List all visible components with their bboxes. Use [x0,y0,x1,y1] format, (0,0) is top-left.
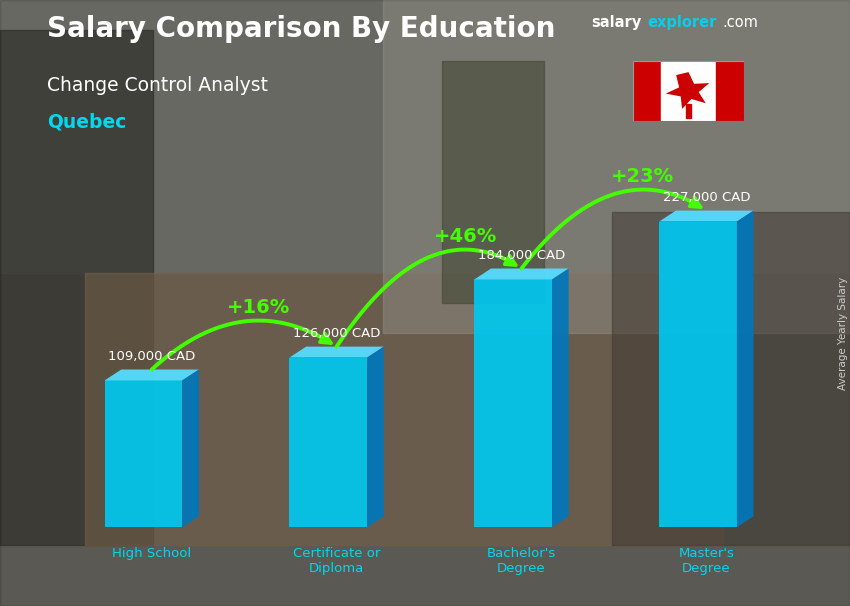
Text: Quebec: Quebec [47,112,126,131]
Text: +23%: +23% [611,167,674,186]
Text: +46%: +46% [434,227,497,246]
Bar [0,30,153,545]
Polygon shape [474,279,552,527]
Bar [442,61,544,303]
Polygon shape [105,370,199,381]
Text: 126,000 CAD: 126,000 CAD [293,327,380,340]
Text: Certificate or
Diploma: Certificate or Diploma [293,547,380,575]
Text: Average Yearly Salary: Average Yearly Salary [838,277,848,390]
Polygon shape [105,381,182,527]
Text: 109,000 CAD: 109,000 CAD [108,350,196,363]
Polygon shape [367,347,383,527]
Bar [85,273,722,545]
Bar [716,61,744,121]
Text: Bachelor's
Degree: Bachelor's Degree [487,547,556,575]
Text: Change Control Analyst: Change Control Analyst [47,76,268,95]
Text: +16%: +16% [227,298,291,317]
Text: High School: High School [112,547,191,560]
Polygon shape [474,268,569,279]
Bar [686,104,691,118]
Text: .com: .com [722,15,758,30]
Polygon shape [660,222,737,527]
Text: 227,000 CAD: 227,000 CAD [663,191,751,204]
Text: 184,000 CAD: 184,000 CAD [478,249,565,262]
Bar [661,61,716,121]
Polygon shape [660,211,753,222]
Text: Master's
Degree: Master's Degree [678,547,734,575]
Text: Salary Comparison By Education: Salary Comparison By Education [47,15,555,43]
Polygon shape [290,358,367,527]
Polygon shape [737,211,753,527]
Bar [612,212,850,545]
Text: salary: salary [591,15,641,30]
Polygon shape [666,72,709,109]
Text: explorer: explorer [648,15,717,30]
Bar [633,61,661,121]
Bar [0,0,850,273]
Polygon shape [552,268,569,527]
Polygon shape [290,347,383,358]
Bar [382,0,850,333]
Polygon shape [182,370,199,527]
